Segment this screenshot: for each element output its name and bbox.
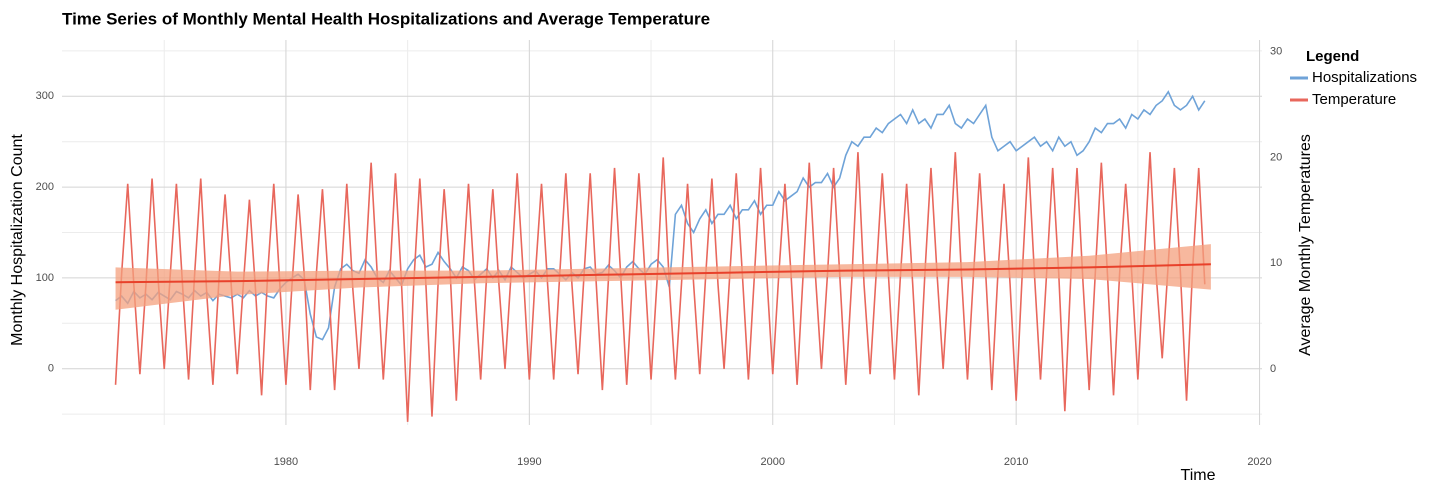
y-tick-label: 200 (36, 181, 54, 193)
y2-tick-label: 30 (1270, 46, 1282, 58)
trend-line (115, 263, 1211, 284)
x-tick-label: 2000 (761, 456, 785, 468)
x-tick-label: 1990 (517, 456, 541, 468)
x-tick-label: 2020 (1247, 456, 1271, 468)
x-tick-label: 2010 (1004, 456, 1028, 468)
y2-tick-label: 10 (1270, 257, 1282, 269)
legend-title: Legend (1306, 48, 1359, 65)
y-tick-label: 100 (36, 272, 54, 284)
chart-title: Time Series of Monthly Mental Health Hos… (62, 9, 710, 28)
x-tick-label: 1980 (274, 456, 298, 468)
y-tick-label: 0 (48, 363, 54, 375)
x-axis-label: Time (1181, 467, 1216, 483)
y2-tick-label: 20 (1270, 151, 1282, 163)
legend-label: Temperature (1312, 91, 1396, 108)
y-axis-label: Monthly Hospitalization Count (9, 134, 26, 346)
y-tick-label: 300 (36, 90, 54, 102)
y2-tick-label: 0 (1270, 363, 1276, 375)
y2-axis-label: Average Monthly Temperatures (1297, 134, 1314, 356)
trend-band (115, 244, 1211, 310)
legend-label: Hospitalizations (1312, 69, 1417, 86)
series-line (114, 152, 1206, 422)
